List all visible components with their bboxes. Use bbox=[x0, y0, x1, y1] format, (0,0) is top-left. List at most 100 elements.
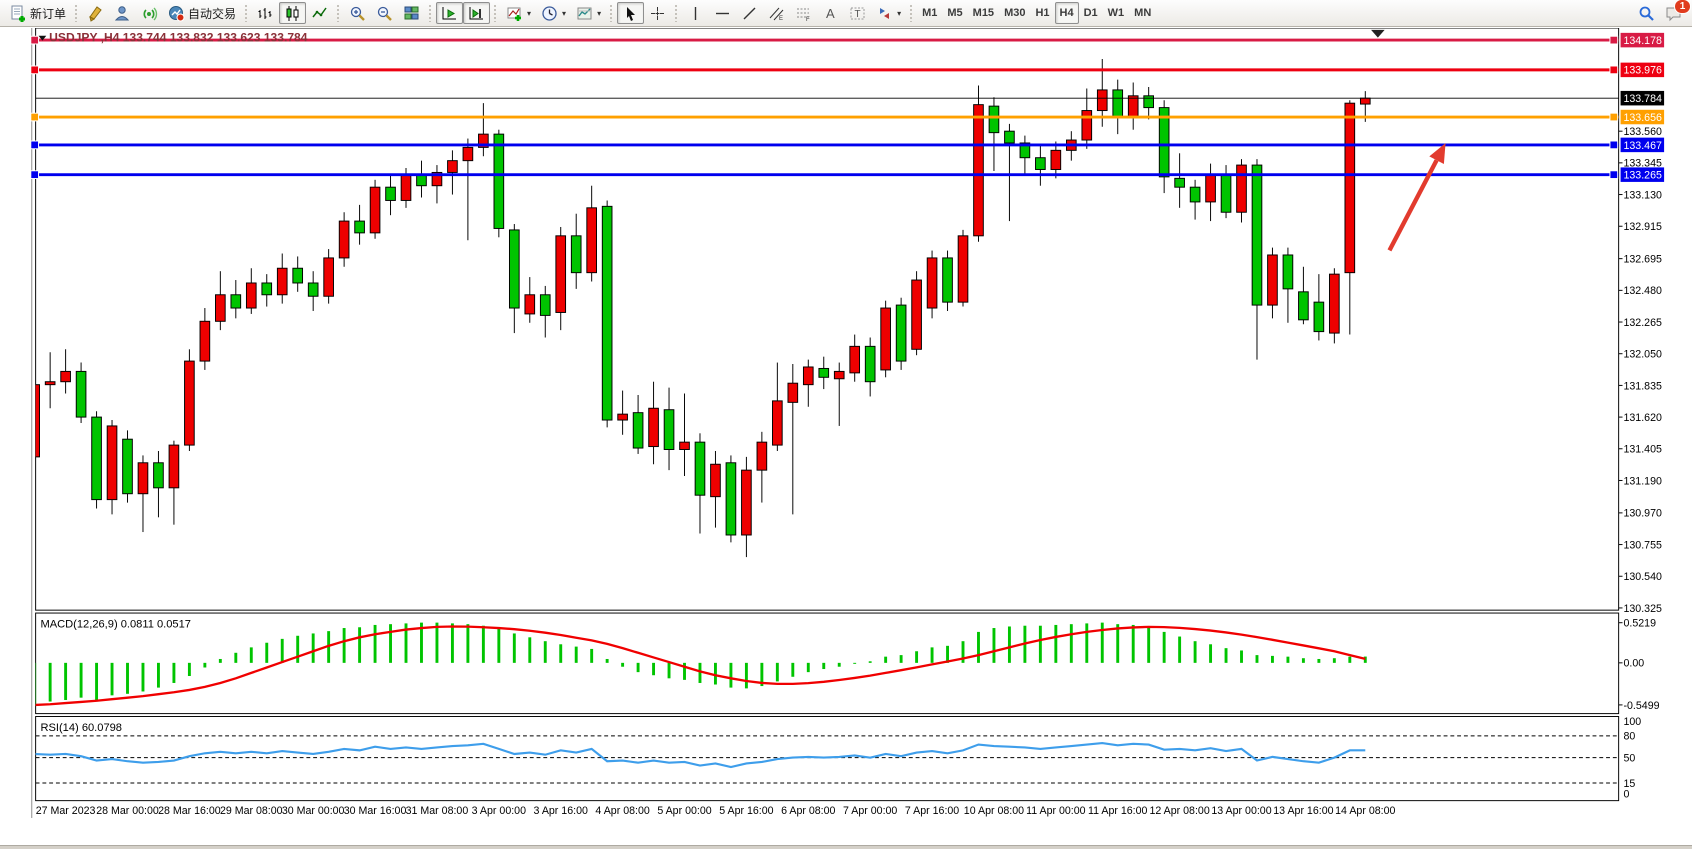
line-handle-left[interactable] bbox=[30, 112, 40, 122]
profile-button[interactable] bbox=[109, 2, 136, 24]
arrow-annotation[interactable] bbox=[1387, 159, 1439, 252]
search-button[interactable] bbox=[1633, 2, 1660, 24]
timeframe-h1-button[interactable]: H1 bbox=[1030, 2, 1054, 24]
macd-histogram-bar bbox=[64, 662, 68, 700]
price-tick-label: 130.755 bbox=[1623, 539, 1661, 551]
horizontal-line-button[interactable] bbox=[709, 2, 736, 24]
line-chart-button[interactable] bbox=[306, 2, 333, 24]
price-tick-label: 131.405 bbox=[1623, 444, 1661, 456]
macd-histogram-bar bbox=[775, 662, 779, 682]
text-label-button[interactable]: T bbox=[844, 2, 871, 24]
dropdown-arrow-icon[interactable]: ▾ bbox=[527, 8, 532, 18]
crosshair-button[interactable] bbox=[644, 2, 671, 24]
zoom-out-button[interactable] bbox=[371, 2, 398, 24]
timeframe-d1-button[interactable]: D1 bbox=[1079, 2, 1103, 24]
line-handle-right[interactable] bbox=[1609, 112, 1619, 122]
timeframe-mn-button[interactable]: MN bbox=[1129, 2, 1156, 24]
candlestick-chart-button[interactable] bbox=[279, 2, 307, 24]
toolbar-group-separator bbox=[74, 4, 80, 22]
line-handle-left[interactable] bbox=[30, 170, 40, 180]
arrow-annotation-head[interactable] bbox=[1429, 143, 1446, 165]
vertical-line-button[interactable] bbox=[682, 2, 709, 24]
price-tick-label: 133.560 bbox=[1623, 126, 1661, 138]
candle-body bbox=[539, 294, 551, 316]
svg-text:T: T bbox=[855, 9, 861, 20]
dropdown-arrow-icon[interactable]: ▾ bbox=[562, 8, 567, 18]
line-handle-left[interactable] bbox=[30, 65, 40, 75]
new-order-button[interactable]: 新订单 bbox=[5, 2, 71, 24]
candle-body bbox=[1158, 107, 1170, 178]
macd-histogram-bar bbox=[791, 662, 795, 677]
rsi-axis-label: 15 bbox=[1623, 778, 1635, 790]
price-axis[interactable]: 133.560 133.345 133.130 132.915 132.695 132.4… bbox=[1618, 32, 1665, 801]
macd-histogram-bar bbox=[373, 624, 377, 663]
timeframe-m1-button[interactable]: M1 bbox=[917, 2, 942, 24]
macd-histogram-bar bbox=[930, 647, 934, 663]
arrows-button[interactable]: ▾ bbox=[871, 2, 906, 24]
zoom-in-button[interactable] bbox=[344, 2, 371, 24]
fibonacci-button[interactable]: F bbox=[790, 2, 817, 24]
text-button[interactable]: A bbox=[817, 2, 844, 24]
notifications-button[interactable]: 1 bbox=[1660, 0, 1691, 24]
macd-histogram-bar bbox=[1286, 656, 1290, 663]
timeframe-m5-button-label: M5 bbox=[947, 7, 963, 19]
styler-button[interactable] bbox=[82, 2, 109, 24]
macd-histogram-bar bbox=[389, 624, 392, 663]
macd-histogram-bar bbox=[1301, 658, 1305, 663]
macd-histogram-bar bbox=[961, 641, 965, 663]
candle-body bbox=[1127, 95, 1139, 119]
line-handle-right[interactable] bbox=[1609, 65, 1619, 75]
macd-histogram-bar bbox=[744, 662, 748, 689]
cursor-button[interactable] bbox=[617, 2, 645, 24]
macd-histogram-bar bbox=[126, 662, 129, 694]
trendline-button[interactable] bbox=[736, 2, 763, 24]
chart-shift-marker-icon[interactable] bbox=[1371, 29, 1385, 38]
time-axis[interactable]: 27 Mar 2023 28 Mar 00:00 28 Mar 16:00 29 Ma… bbox=[36, 805, 1396, 817]
line-handle-right[interactable] bbox=[1609, 170, 1619, 180]
main-chart-panel bbox=[35, 28, 1620, 611]
macd-histogram-bar bbox=[1038, 625, 1042, 663]
macd-histogram-bar bbox=[342, 628, 346, 663]
timeframe-m15-button[interactable]: M15 bbox=[968, 2, 999, 24]
bar-chart-button[interactable] bbox=[252, 2, 279, 24]
dropdown-arrow-icon[interactable]: ▾ bbox=[897, 8, 902, 18]
time-axis-label: 7 Apr 16:00 bbox=[905, 805, 959, 817]
timeframe-m5-button[interactable]: M5 bbox=[942, 2, 967, 24]
line-handle-left[interactable] bbox=[30, 140, 40, 150]
line-handle-right[interactable] bbox=[1609, 140, 1619, 150]
timeframe-w1-button[interactable]: W1 bbox=[1103, 2, 1130, 24]
candle-body bbox=[880, 307, 891, 371]
line-handle-left[interactable] bbox=[30, 35, 40, 45]
macd-histogram-bar bbox=[1007, 626, 1011, 663]
signals-button[interactable] bbox=[136, 2, 163, 24]
price-tag-label: 134.178 bbox=[1623, 35, 1661, 47]
candle-body bbox=[122, 438, 133, 495]
timeframe-h1-button-label: H1 bbox=[1035, 7, 1050, 19]
candle-body bbox=[601, 205, 613, 421]
macd-histogram-bar bbox=[543, 641, 547, 663]
time-axis-label: 10 Apr 08:00 bbox=[964, 805, 1024, 817]
templates-button[interactable]: ▾ bbox=[571, 2, 606, 24]
equidistant-channel-button[interactable]: E bbox=[763, 2, 790, 24]
macd-histogram-bar bbox=[1131, 624, 1135, 663]
indicators-button[interactable]: ▾ bbox=[501, 2, 536, 24]
timeframe-h4-button[interactable]: H4 bbox=[1054, 2, 1079, 24]
tile-windows-button[interactable] bbox=[398, 2, 425, 24]
candle-body bbox=[1359, 97, 1371, 105]
timeframe-m30-button[interactable]: M30 bbox=[999, 2, 1030, 24]
candle-body bbox=[1050, 149, 1062, 170]
dropdown-arrow-icon[interactable]: ▾ bbox=[597, 8, 602, 18]
macd-histogram-bar bbox=[1100, 622, 1104, 663]
candle-body bbox=[478, 133, 489, 148]
macd-histogram-bar bbox=[652, 662, 656, 676]
autotrading-button[interactable]: 自动交易 bbox=[163, 2, 241, 24]
periods-button[interactable]: ▾ bbox=[536, 2, 571, 24]
chart-shift-button[interactable] bbox=[463, 2, 491, 24]
symbol-dropdown-icon[interactable] bbox=[38, 35, 47, 41]
macd-histogram-bar bbox=[698, 662, 702, 683]
auto-scroll-button[interactable] bbox=[436, 2, 464, 24]
line-handle-right[interactable] bbox=[1609, 35, 1619, 45]
macd-histogram-bar bbox=[435, 622, 439, 663]
price-tag bbox=[1620, 32, 1665, 48]
svg-text:A: A bbox=[826, 6, 835, 21]
